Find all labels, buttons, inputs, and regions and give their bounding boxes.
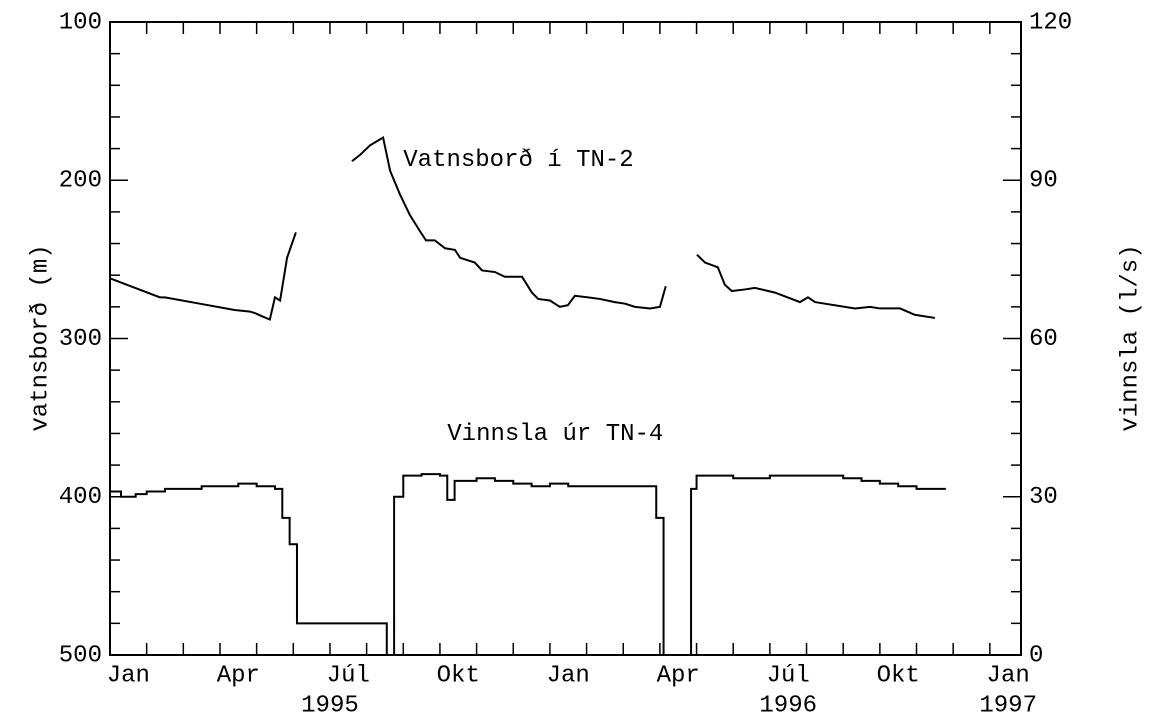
- year-label: 1995: [301, 692, 359, 719]
- x-tick-label: Jan: [987, 662, 1030, 689]
- y2-tick-label: 60: [1029, 326, 1058, 353]
- y2-tick-label: 90: [1029, 168, 1058, 195]
- x-tick-label: Jan: [107, 662, 150, 689]
- y-tick-label: 500: [59, 642, 102, 669]
- year-label: 1997: [979, 692, 1037, 719]
- y-tick-label: 100: [59, 9, 102, 36]
- y2-axis-label: vinnsla (l/s): [1117, 244, 1144, 431]
- y-tick-label: 300: [59, 326, 102, 353]
- series-line: [109, 135, 936, 321]
- y2-tick-label: 120: [1029, 9, 1072, 36]
- x-tick-label: Okt: [877, 662, 920, 689]
- x-tick-label: Apr: [657, 662, 700, 689]
- x-tick-label: Apr: [217, 662, 260, 689]
- y-tick-label: 400: [59, 484, 102, 511]
- y2-tick-label: 0: [1029, 642, 1043, 669]
- x-tick-label: Okt: [437, 662, 480, 689]
- y-tick-label: 200: [59, 168, 102, 195]
- y2-tick-label: 30: [1029, 484, 1058, 511]
- y-axis-label: vatnsborð (m): [27, 244, 54, 431]
- year-label: 1996: [759, 692, 817, 719]
- annotation: Vatnsborð í TN-2: [403, 147, 633, 174]
- annotation: Vinnsla úr TN-4: [447, 421, 663, 448]
- x-tick-label: Jan: [547, 662, 590, 689]
- series-line: [110, 473, 946, 656]
- x-tick-label: Júl: [327, 662, 370, 689]
- plot-frame: [109, 21, 1022, 656]
- x-tick-label: Júl: [767, 662, 810, 689]
